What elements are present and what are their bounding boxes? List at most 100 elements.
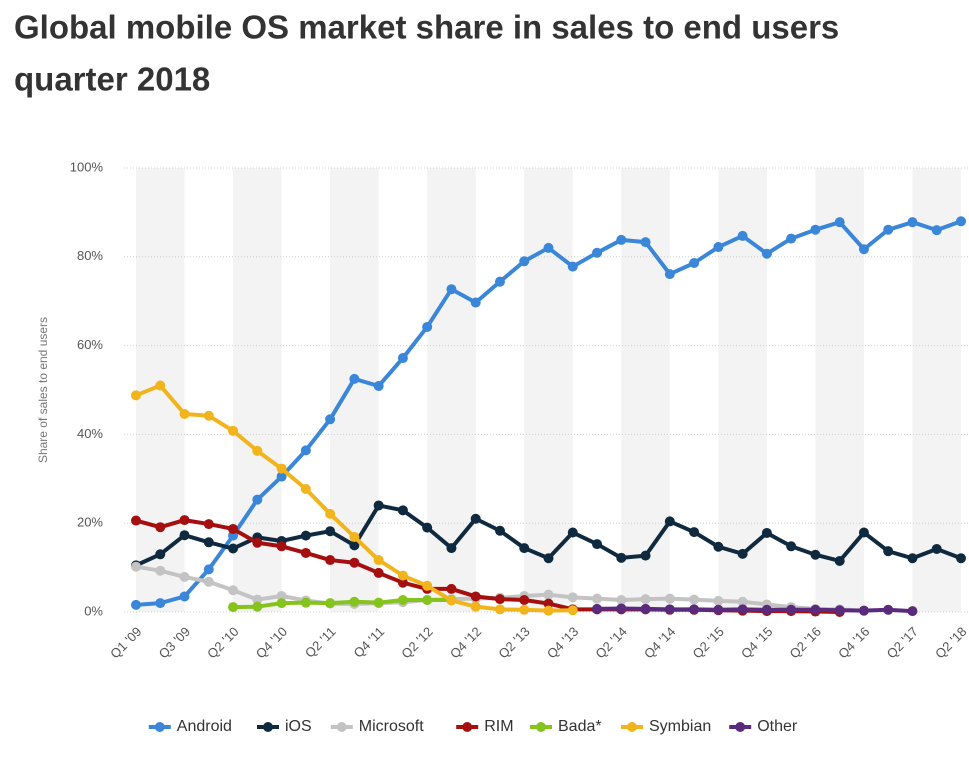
legend-label: Android bbox=[177, 718, 232, 735]
y-tick-label: 0% bbox=[84, 603, 103, 618]
point bbox=[349, 531, 360, 542]
point bbox=[664, 593, 675, 604]
point bbox=[252, 494, 263, 505]
y-tick-label: 60% bbox=[77, 337, 103, 352]
point bbox=[567, 527, 578, 538]
point bbox=[300, 445, 311, 456]
point bbox=[228, 523, 239, 534]
legend-label: Bada* bbox=[558, 718, 602, 735]
point bbox=[761, 527, 772, 538]
y-tick-label: 80% bbox=[77, 248, 103, 263]
x-tick-label: Q2 '13 bbox=[495, 624, 532, 661]
point bbox=[349, 540, 360, 551]
point bbox=[155, 522, 166, 533]
point bbox=[883, 546, 894, 557]
point bbox=[155, 380, 166, 391]
point bbox=[761, 604, 772, 615]
point bbox=[640, 594, 651, 605]
point bbox=[713, 242, 724, 253]
point bbox=[203, 537, 214, 548]
point bbox=[203, 519, 214, 530]
x-tick-label: Q2 '12 bbox=[398, 624, 435, 661]
x-tick-label: Q1 '09 bbox=[107, 624, 144, 661]
point bbox=[786, 541, 797, 552]
point bbox=[592, 247, 603, 258]
point bbox=[567, 261, 578, 272]
point bbox=[252, 537, 263, 548]
point bbox=[228, 425, 239, 436]
point bbox=[883, 224, 894, 235]
point bbox=[543, 605, 554, 616]
point bbox=[664, 604, 675, 615]
point bbox=[470, 591, 481, 602]
legend: Android iOS Microsoft RIM Bada* Symbian Other bbox=[148, 718, 798, 735]
point bbox=[422, 522, 433, 533]
point bbox=[155, 565, 166, 576]
point bbox=[713, 541, 724, 552]
point bbox=[834, 605, 845, 616]
point bbox=[664, 269, 675, 280]
point bbox=[883, 604, 894, 615]
point bbox=[325, 508, 336, 519]
point bbox=[494, 276, 505, 287]
point bbox=[300, 484, 311, 495]
point bbox=[470, 513, 481, 524]
point bbox=[543, 242, 554, 253]
point bbox=[446, 543, 457, 554]
point bbox=[228, 585, 239, 596]
point bbox=[834, 555, 845, 566]
point bbox=[179, 515, 190, 526]
point bbox=[179, 591, 190, 602]
point bbox=[228, 543, 239, 554]
point bbox=[276, 471, 287, 482]
point bbox=[737, 596, 748, 607]
legend-marker bbox=[536, 722, 546, 732]
point bbox=[519, 595, 530, 606]
point bbox=[737, 548, 748, 559]
point bbox=[373, 381, 384, 392]
point bbox=[131, 515, 141, 526]
point bbox=[713, 595, 724, 606]
band bbox=[912, 168, 961, 612]
point bbox=[689, 527, 700, 538]
point bbox=[907, 553, 918, 564]
point bbox=[810, 549, 821, 560]
x-tick-label: Q2 '14 bbox=[592, 624, 629, 661]
band bbox=[427, 168, 476, 612]
point bbox=[543, 589, 554, 600]
point bbox=[373, 555, 384, 566]
point bbox=[737, 230, 748, 241]
band bbox=[815, 168, 864, 612]
point bbox=[737, 604, 748, 615]
point bbox=[761, 248, 772, 259]
point bbox=[397, 570, 408, 581]
point bbox=[519, 604, 530, 615]
point bbox=[300, 547, 311, 558]
legend-marker bbox=[627, 722, 637, 732]
point bbox=[422, 595, 433, 606]
legend-label: RIM bbox=[484, 718, 513, 735]
point bbox=[616, 552, 627, 563]
point bbox=[592, 603, 603, 614]
point bbox=[300, 530, 311, 541]
legend-marker bbox=[336, 722, 347, 732]
point bbox=[252, 594, 263, 605]
point bbox=[834, 217, 845, 228]
point bbox=[422, 321, 433, 332]
point bbox=[203, 410, 214, 421]
point bbox=[325, 526, 336, 537]
legend-marker bbox=[263, 722, 273, 732]
bands bbox=[136, 168, 961, 612]
legend-marker bbox=[462, 722, 473, 732]
point bbox=[567, 592, 578, 603]
point bbox=[228, 602, 239, 613]
point bbox=[616, 234, 627, 245]
point bbox=[373, 567, 384, 578]
point bbox=[543, 553, 554, 564]
point bbox=[956, 216, 966, 227]
point bbox=[640, 237, 651, 248]
x-tick-label: Q4 '13 bbox=[544, 624, 581, 661]
legend-marker bbox=[154, 722, 165, 732]
point bbox=[252, 601, 263, 612]
point bbox=[689, 594, 700, 605]
